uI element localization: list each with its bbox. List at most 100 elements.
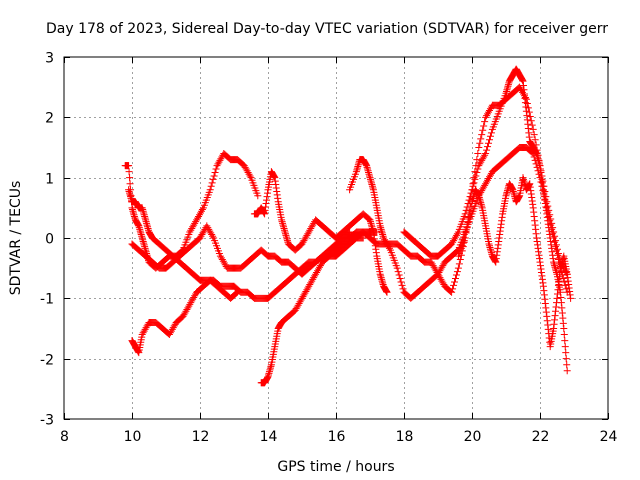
y-tick-label: -2 <box>40 353 54 369</box>
data-point <box>533 146 541 154</box>
y-tick-label: -3 <box>40 413 54 429</box>
data-point <box>479 126 487 134</box>
data-point <box>125 162 133 170</box>
data-point <box>398 281 406 289</box>
data-point <box>547 215 555 223</box>
data-point <box>543 198 551 206</box>
y-tick-label: 2 <box>45 111 54 127</box>
data-point <box>481 151 489 159</box>
data-point <box>536 162 544 170</box>
data-point <box>476 139 484 147</box>
data-point <box>561 343 569 351</box>
data-point <box>478 131 486 139</box>
data-point <box>559 275 567 283</box>
x-tick-label: 12 <box>192 429 210 445</box>
data-point <box>206 186 214 194</box>
data-point <box>486 132 494 140</box>
data-point <box>383 288 391 296</box>
data-point <box>545 206 553 214</box>
data-point <box>463 224 471 232</box>
x-tick-label: 8 <box>60 429 69 445</box>
x-tick-label: 22 <box>532 429 550 445</box>
y-tick-label: 3 <box>45 51 54 67</box>
data-point <box>126 174 134 182</box>
data-point <box>451 275 459 283</box>
y-tick-label: 0 <box>45 232 54 248</box>
data-point <box>563 361 571 369</box>
data-point <box>125 168 133 176</box>
data-point <box>455 260 463 268</box>
data-point <box>544 202 552 210</box>
data-point <box>198 206 206 214</box>
data-point <box>542 193 550 201</box>
data-point <box>560 325 568 332</box>
data-point <box>475 144 483 151</box>
data-point <box>472 172 480 180</box>
data-point <box>551 232 559 240</box>
data-point <box>467 203 475 211</box>
x-axis-label: GPS time / hours <box>277 459 394 475</box>
y-axis-label: SDTVAR / TECUs <box>8 181 24 296</box>
data-point <box>254 192 262 200</box>
data-point <box>210 172 218 180</box>
data-point <box>562 355 570 363</box>
data-point <box>470 174 478 182</box>
data-points <box>121 65 575 387</box>
data-point <box>524 104 532 112</box>
data-point <box>345 229 353 237</box>
series-track-9 <box>400 83 571 278</box>
data-point <box>461 234 469 242</box>
data-point <box>480 122 488 130</box>
data-point <box>528 121 536 129</box>
data-point <box>548 219 556 227</box>
data-point <box>485 139 493 147</box>
data-point <box>399 285 407 293</box>
data-point <box>453 268 461 276</box>
data-point <box>212 165 220 173</box>
data-point <box>567 294 575 302</box>
data-point <box>461 210 469 218</box>
data-point <box>469 180 477 188</box>
data-point <box>553 245 561 253</box>
data-point <box>395 271 403 279</box>
axis-ticks <box>64 57 609 420</box>
data-point <box>562 349 570 357</box>
data-point <box>477 135 485 143</box>
data-point <box>483 146 491 154</box>
data-point <box>359 234 367 242</box>
data-point <box>534 151 542 159</box>
data-point <box>464 200 472 208</box>
data-point <box>525 108 533 116</box>
data-point <box>538 172 546 180</box>
data-point <box>537 167 545 175</box>
data-point <box>553 241 561 249</box>
series-track-5 <box>250 168 391 296</box>
data-point <box>456 256 464 264</box>
data-point <box>471 168 479 176</box>
data-point <box>452 271 460 279</box>
data-point <box>453 230 461 238</box>
data-point <box>396 275 404 283</box>
data-point <box>474 150 482 158</box>
data-point <box>397 278 405 286</box>
data-point <box>521 94 529 102</box>
data-point <box>530 131 538 139</box>
data-point <box>560 331 568 339</box>
data-point <box>449 285 457 293</box>
data-point <box>481 118 489 126</box>
data-point <box>246 172 254 180</box>
data-point <box>462 206 470 214</box>
data-point <box>554 250 562 258</box>
data-point <box>126 180 134 188</box>
data-point <box>561 337 569 345</box>
data-point <box>462 229 470 237</box>
data-point <box>346 228 354 236</box>
data-point <box>472 162 480 170</box>
data-point <box>541 187 549 195</box>
data-point <box>527 117 535 125</box>
data-point <box>549 224 557 232</box>
data-point <box>552 237 560 245</box>
data-point <box>466 208 474 216</box>
x-tick-label: 20 <box>464 429 482 445</box>
